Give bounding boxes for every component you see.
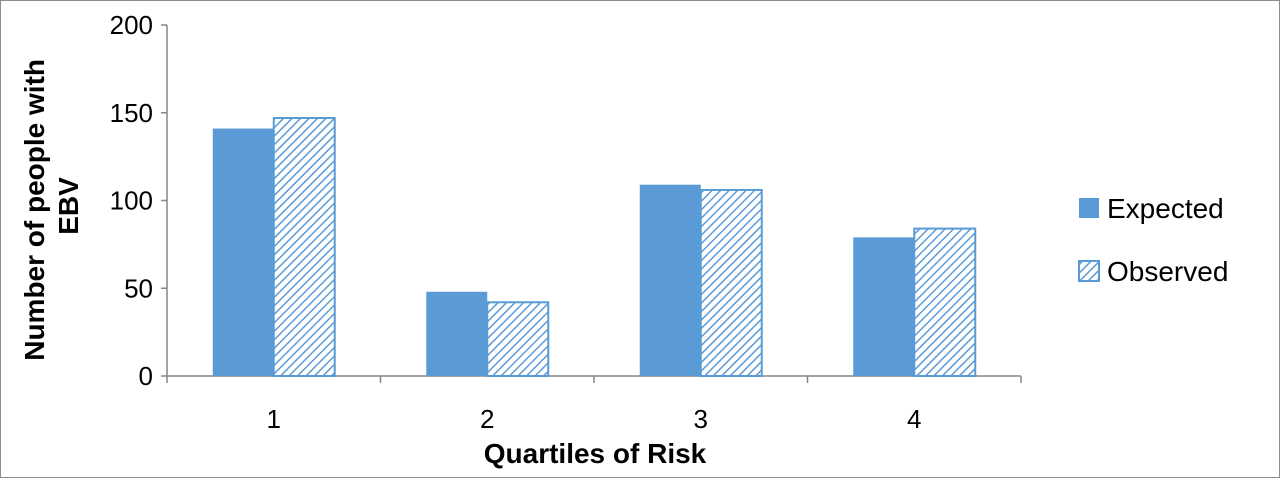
y-axis-title-line-1: Number of people with — [19, 59, 50, 361]
bar-expected-2 — [426, 291, 488, 376]
x-axis-title: Quartiles of Risk — [484, 438, 707, 469]
y-tick-label: 200 — [110, 10, 153, 40]
y-tick-label: 0 — [139, 361, 153, 391]
bar-expected-1 — [212, 128, 274, 376]
x-tick-label: 1 — [267, 404, 281, 434]
y-axis-title: Number of people with EBV — [19, 51, 84, 361]
legend: Expected Observed — [1078, 193, 1228, 287]
x-tick-label: 2 — [480, 404, 494, 434]
y-axis-title-line-2: EBV — [53, 177, 84, 235]
bars — [212, 117, 977, 378]
bar-expected-4 — [853, 237, 915, 376]
axis-labels: Quartiles of Risk Number of people with … — [19, 51, 707, 469]
legend-label-observed: Observed — [1107, 256, 1228, 287]
x-tick-label: 3 — [694, 404, 708, 434]
y-tick-label: 100 — [110, 186, 153, 216]
legend-swatch-observed — [1078, 260, 1100, 282]
bar-observed-4 — [913, 227, 977, 377]
legend-swatch-expected — [1079, 198, 1099, 218]
bar-observed-1 — [272, 117, 336, 377]
bar-observed-3 — [699, 188, 763, 377]
x-tick-label: 4 — [907, 404, 921, 434]
bar-observed-2 — [486, 301, 550, 378]
bar-expected-3 — [639, 184, 701, 376]
y-tick-label: 150 — [110, 98, 153, 128]
y-tick-label: 50 — [124, 273, 153, 303]
legend-label-expected: Expected — [1107, 193, 1224, 224]
